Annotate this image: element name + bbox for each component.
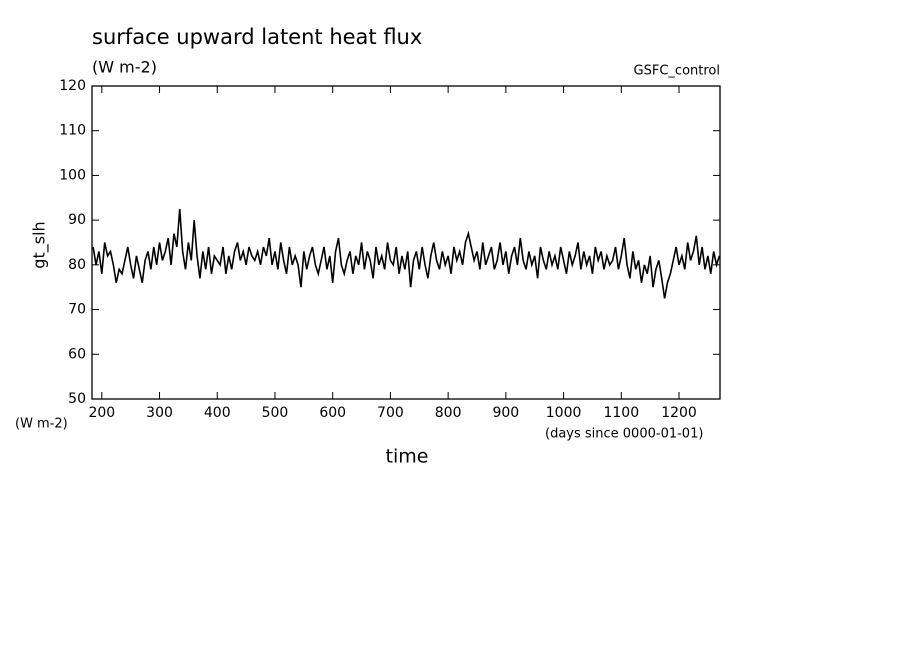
- x-tick-label: 1200: [661, 405, 697, 421]
- y-tick-label: 80: [68, 257, 86, 273]
- x-tick-label: 800: [435, 405, 462, 421]
- y-axis-label: gt_slh: [30, 221, 50, 268]
- x-tick-label: 500: [262, 405, 289, 421]
- x-tick-label: 900: [492, 405, 519, 421]
- x-axis-label: time: [386, 446, 429, 468]
- x-tick-label: 300: [146, 405, 173, 421]
- x-tick-label: 1000: [546, 405, 582, 421]
- plot-frame: [91, 85, 721, 400]
- x-tick-label: 1100: [603, 405, 639, 421]
- y-tick-label: 120: [59, 78, 86, 94]
- y-tick-label: 90: [68, 212, 86, 228]
- y-units: (W m-2): [15, 417, 68, 432]
- y-tick-label: 60: [68, 346, 86, 362]
- chart-title: surface upward latent heat flux: [92, 25, 422, 49]
- x-units: (days since 0000-01-01): [545, 427, 703, 442]
- y-tick-label: 100: [59, 167, 86, 183]
- x-tick-label: 200: [88, 405, 115, 421]
- y-tick-label: 70: [68, 302, 86, 318]
- x-tick-label: 700: [377, 405, 404, 421]
- run-label: GSFC_control: [634, 64, 720, 79]
- y-tick-label: 110: [59, 123, 86, 139]
- y-tick-label: 50: [68, 391, 86, 407]
- data-line: [92, 208, 721, 299]
- units: (W m-2): [92, 58, 157, 77]
- x-tick-label: 600: [319, 405, 346, 421]
- x-tick-label: 400: [204, 405, 231, 421]
